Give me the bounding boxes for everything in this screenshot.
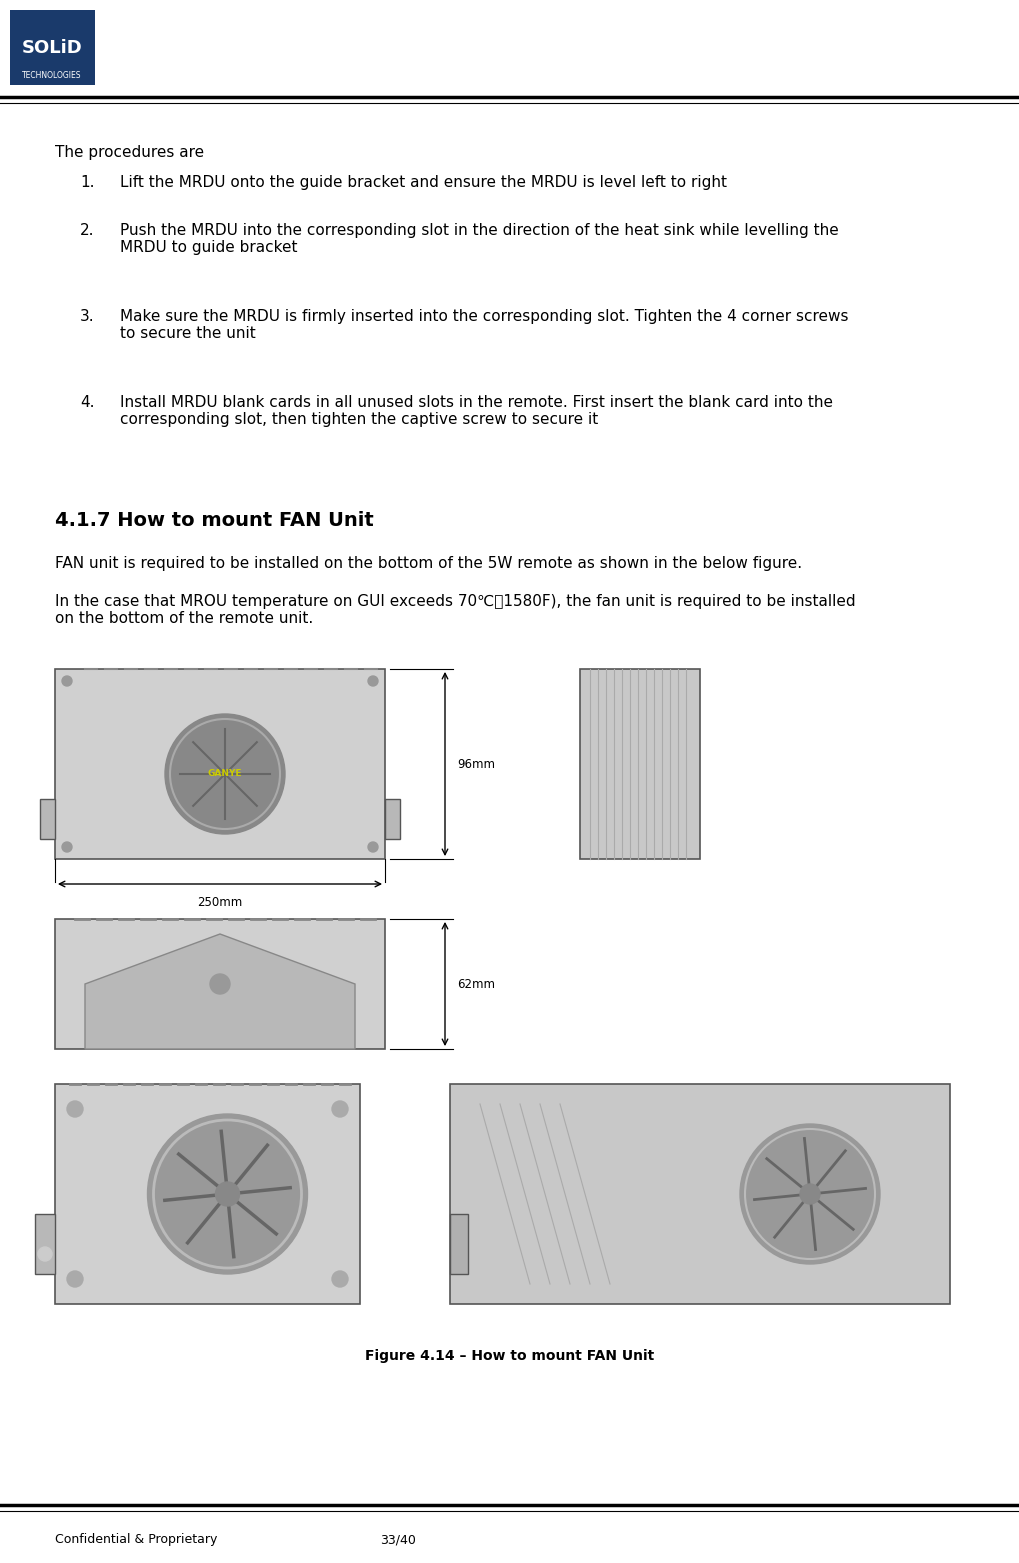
Text: Push the MRDU into the corresponding slot in the direction of the heat sink whil: Push the MRDU into the corresponding slo… [120, 224, 839, 255]
Text: 1.: 1. [81, 175, 95, 191]
Text: Figure 4.14 – How to mount FAN Unit: Figure 4.14 – How to mount FAN Unit [365, 1349, 654, 1363]
FancyBboxPatch shape [40, 799, 55, 839]
Text: 4.: 4. [81, 395, 95, 410]
Text: SOLiD: SOLiD [21, 39, 83, 56]
Text: Install MRDU blank cards in all unused slots in the remote. First insert the bla: Install MRDU blank cards in all unused s… [120, 395, 833, 427]
Text: 3.: 3. [81, 309, 95, 324]
Circle shape [368, 842, 378, 852]
Circle shape [62, 677, 72, 686]
FancyBboxPatch shape [385, 799, 400, 839]
Circle shape [740, 1124, 880, 1264]
FancyBboxPatch shape [55, 1085, 360, 1304]
Circle shape [368, 677, 378, 686]
Text: TECHNOLOGIES: TECHNOLOGIES [22, 72, 82, 81]
FancyBboxPatch shape [450, 1085, 950, 1304]
FancyBboxPatch shape [10, 9, 95, 84]
Text: 62mm: 62mm [457, 977, 495, 991]
Text: Lift the MRDU onto the guide bracket and ensure the MRDU is level left to right: Lift the MRDU onto the guide bracket and… [120, 175, 727, 191]
Text: 96mm: 96mm [457, 758, 495, 771]
Text: Confidential & Proprietary: Confidential & Proprietary [55, 1533, 217, 1546]
FancyBboxPatch shape [35, 1214, 55, 1274]
FancyBboxPatch shape [580, 669, 700, 860]
Text: The procedures are: The procedures are [55, 145, 204, 159]
Text: In the case that MROU temperature on GUI exceeds 70℃（1580F), the fan unit is req: In the case that MROU temperature on GUI… [55, 594, 856, 627]
Text: Make sure the MRDU is firmly inserted into the corresponding slot. Tighten the 4: Make sure the MRDU is firmly inserted in… [120, 309, 849, 341]
Circle shape [332, 1100, 348, 1118]
Text: 4.1.7 How to mount FAN Unit: 4.1.7 How to mount FAN Unit [55, 511, 374, 530]
Circle shape [800, 1185, 820, 1204]
Text: 250mm: 250mm [198, 896, 243, 910]
Polygon shape [85, 935, 355, 1049]
FancyBboxPatch shape [450, 1214, 468, 1274]
Circle shape [210, 974, 230, 994]
Circle shape [215, 1182, 239, 1207]
FancyBboxPatch shape [55, 919, 385, 1049]
Text: 2.: 2. [81, 224, 95, 238]
Circle shape [148, 1114, 308, 1274]
Circle shape [67, 1100, 83, 1118]
Circle shape [332, 1271, 348, 1286]
Text: 33/40: 33/40 [380, 1533, 416, 1546]
Text: FAN unit is required to be installed on the bottom of the 5W remote as shown in : FAN unit is required to be installed on … [55, 556, 802, 570]
Circle shape [165, 714, 285, 835]
FancyBboxPatch shape [55, 669, 385, 860]
Circle shape [38, 1247, 52, 1261]
Text: GANYE: GANYE [208, 769, 243, 778]
Circle shape [62, 842, 72, 852]
Circle shape [67, 1271, 83, 1286]
